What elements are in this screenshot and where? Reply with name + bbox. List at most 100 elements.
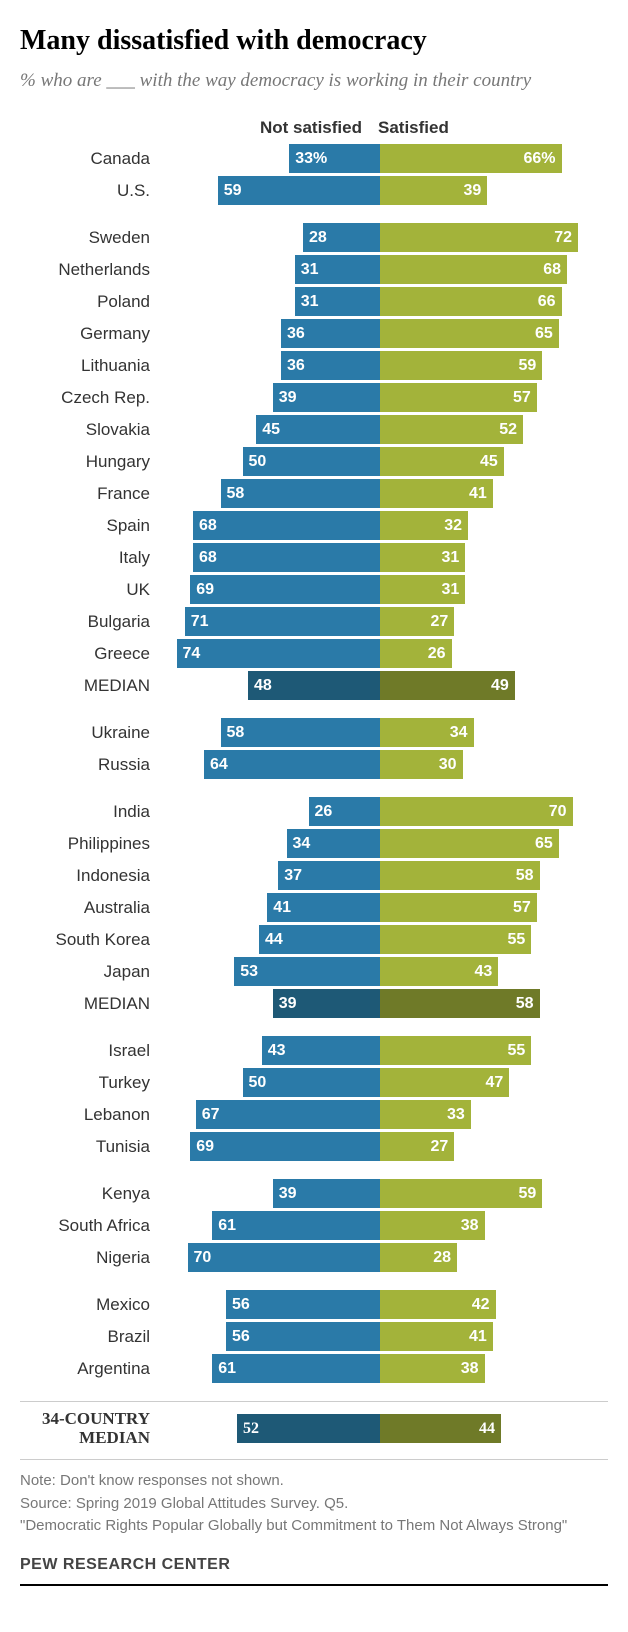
bar-satisfied: 58: [380, 861, 540, 890]
chart-row: Greece7426: [20, 639, 608, 668]
value-not-satisfied: 44: [265, 931, 283, 949]
value-not-satisfied: 31: [301, 261, 319, 279]
bar-not-satisfied: 26: [309, 797, 381, 826]
row-label: UK: [20, 580, 160, 600]
value-not-satisfied: 50: [249, 1074, 267, 1092]
row-label: Philippines: [20, 834, 160, 854]
value-satisfied: 33: [447, 1106, 465, 1124]
bar-not-satisfied: 68: [193, 543, 380, 572]
value-satisfied: 57: [513, 899, 531, 917]
bar-satisfied: 28: [380, 1243, 457, 1272]
chart-row: Japan 5343: [20, 957, 608, 986]
value-satisfied: 30: [439, 756, 457, 774]
bar-not-satisfied: 58: [221, 479, 381, 508]
value-not-satisfied: 56: [232, 1296, 250, 1314]
value-not-satisfied: 61: [218, 1360, 236, 1378]
bar-satisfied: 47: [380, 1068, 509, 1097]
chart-row: Turkey5047: [20, 1068, 608, 1097]
chart-row: Slovakia4552: [20, 415, 608, 444]
row-label: Nigeria: [20, 1248, 160, 1268]
bar-not-satisfied: 64: [204, 750, 380, 779]
value-not-satisfied: 56: [232, 1328, 250, 1346]
row-label: Russia: [20, 755, 160, 775]
bar-not-satisfied: 50: [243, 447, 381, 476]
bar-not-satisfied: 53: [234, 957, 380, 986]
value-not-satisfied: 39: [279, 389, 297, 407]
row-label: Mexico: [20, 1295, 160, 1315]
value-satisfied: 27: [430, 613, 448, 631]
value-satisfied: 41: [469, 485, 487, 503]
value-not-satisfied: 69: [196, 1138, 214, 1156]
bar-satisfied: 45: [380, 447, 504, 476]
value-satisfied: 31: [441, 549, 459, 567]
value-satisfied: 72: [554, 229, 572, 247]
bar-not-satisfied: 69: [190, 1132, 380, 1161]
bar-satisfied: 27: [380, 1132, 454, 1161]
row-label: Ukraine: [20, 723, 160, 743]
bar-not-satisfied: 61: [212, 1211, 380, 1240]
value-satisfied: 47: [485, 1074, 503, 1092]
chart-title: Many dissatisfied with democracy: [20, 24, 608, 58]
value-not-satisfied: 26: [315, 803, 333, 821]
value-satisfied: 38: [461, 1217, 479, 1235]
bar-satisfied: 26: [380, 639, 452, 668]
chart-row: Mexico 56 42: [20, 1290, 608, 1319]
bottom-rule: [20, 1584, 608, 1586]
chart-row: France 58 41: [20, 479, 608, 508]
value-not-satisfied: 43: [268, 1042, 286, 1060]
chart-row: Russia 64 30: [20, 750, 608, 779]
bar-satisfied: 34: [380, 718, 474, 747]
header-not-satisfied: Not satisfied: [20, 118, 370, 138]
bar-satisfied: 41: [380, 479, 493, 508]
chart-row: Poland3166: [20, 287, 608, 316]
bar-not-satisfied: 61: [212, 1354, 380, 1383]
bar-not-satisfied: 39: [273, 383, 380, 412]
row-label: Italy: [20, 548, 160, 568]
bar-not-satisfied: 31: [295, 255, 380, 284]
value-not-satisfied: 71: [191, 613, 209, 631]
bar-not-satisfied: 56: [226, 1322, 380, 1351]
footnotes: Note: Don't know responses not shown. So…: [20, 1459, 608, 1538]
value-not-satisfied: 68: [199, 549, 217, 567]
bar-satisfied: 32: [380, 511, 468, 540]
value-satisfied: 26: [428, 645, 446, 663]
bar-not-satisfied: 44: [259, 925, 380, 954]
row-label: India: [20, 802, 160, 822]
column-headers: Not satisfied Satisfied: [20, 118, 608, 138]
chart-group: Sweden2872Netherlands3168Poland3166Germa…: [20, 223, 608, 700]
value-satisfied: 66: [538, 293, 556, 311]
chart-row: Lithuania3659: [20, 351, 608, 380]
row-label: France: [20, 484, 160, 504]
value-satisfied: 41: [469, 1328, 487, 1346]
row-label: Israel: [20, 1041, 160, 1061]
bar-satisfied: 41: [380, 1322, 493, 1351]
value-satisfied: 31: [441, 581, 459, 599]
chart-row: South Korea4455: [20, 925, 608, 954]
row-label: MEDIAN: [20, 676, 160, 696]
row-label: Hungary: [20, 452, 160, 472]
value-satisfied: 66%: [523, 150, 555, 168]
value-satisfied: 57: [513, 389, 531, 407]
value-satisfied: 52: [499, 421, 517, 439]
bar-satisfied: 43: [380, 957, 498, 986]
bar-satisfied: 42: [380, 1290, 496, 1319]
note-text: Note: Don't know responses not shown.: [20, 1470, 608, 1493]
value-not-satisfied: 28: [309, 229, 327, 247]
bar-satisfied: 33: [380, 1100, 471, 1129]
row-label: Japan: [20, 962, 160, 982]
value-not-satisfied: 70: [194, 1249, 212, 1267]
header-satisfied: Satisfied: [370, 118, 449, 138]
chart-row: India2670: [20, 797, 608, 826]
value-not-satisfied: 58: [227, 724, 245, 742]
brand-footer: PEW RESEARCH CENTER: [20, 1556, 608, 1574]
bar-satisfied: 31: [380, 543, 465, 572]
chart-row: Israel 43 55: [20, 1036, 608, 1065]
bar-satisfied: 58: [380, 989, 540, 1018]
source-text: Source: Spring 2019 Global Attitudes Sur…: [20, 1493, 608, 1516]
bar-satisfied: 57: [380, 893, 537, 922]
chart-row: UK6931: [20, 575, 608, 604]
value-satisfied: 27: [430, 1138, 448, 1156]
bar-satisfied: 65: [380, 319, 559, 348]
bar-not-satisfied: 41: [267, 893, 380, 922]
bar-satisfied: 55: [380, 1036, 531, 1065]
